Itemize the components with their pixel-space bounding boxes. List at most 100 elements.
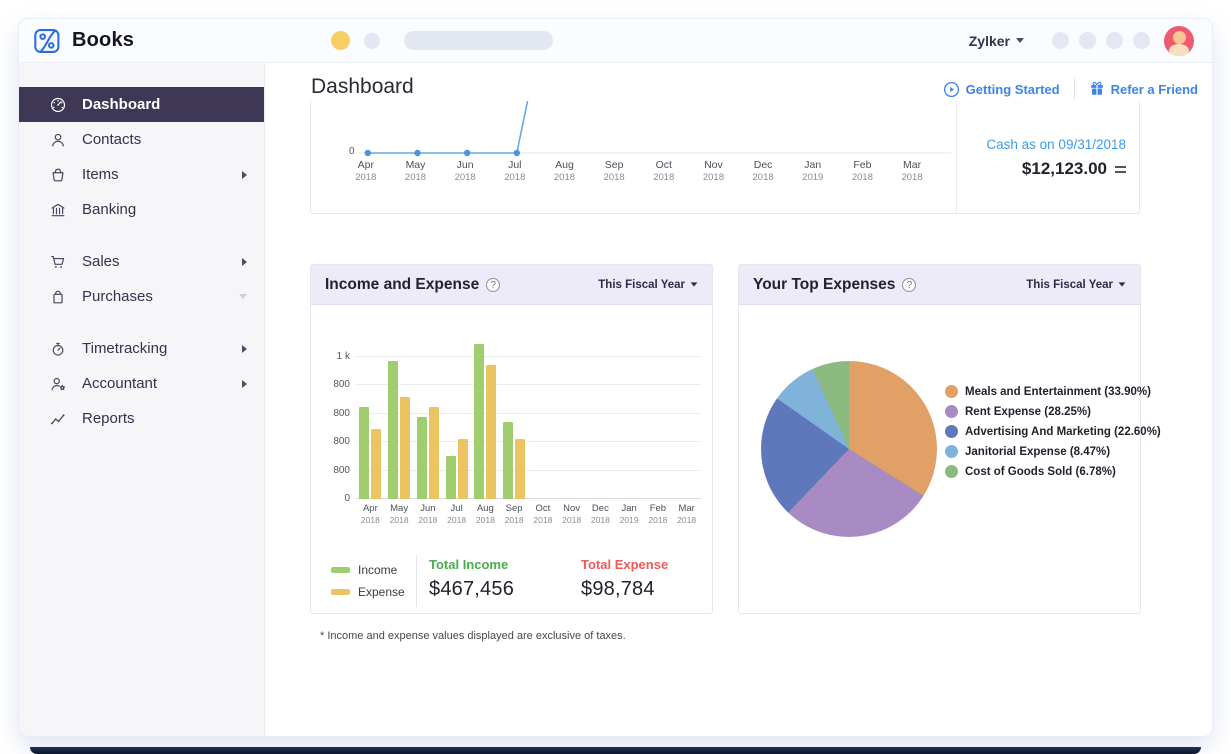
cashflow-x-axis: Apr 2018 May 2018 Jun 2018 Jul 2018 Aug 2018 Sep 20… bbox=[341, 159, 937, 183]
fiscal-year-selector[interactable]: This Fiscal Year bbox=[598, 279, 698, 291]
month-label: Nov 2018 bbox=[562, 503, 582, 525]
month-label: Feb 2018 bbox=[851, 159, 873, 183]
user-avatar[interactable] bbox=[1164, 25, 1194, 56]
sidebar-item-label: Accountant bbox=[82, 375, 158, 392]
bar-group bbox=[442, 342, 471, 499]
app-window: Books Zylker Dashboard Contacts Items Banki… bbox=[18, 18, 1213, 737]
line-data-point bbox=[513, 149, 521, 157]
accountant-person-icon bbox=[49, 375, 67, 393]
legend-swatch bbox=[331, 567, 350, 573]
bar-group bbox=[557, 342, 586, 499]
topbar-menu-icon-placeholder-4[interactable] bbox=[1133, 32, 1150, 49]
refer-a-friend-link[interactable]: Refer a Friend bbox=[1089, 81, 1198, 97]
sidebar-item-reports[interactable]: Reports bbox=[19, 401, 264, 436]
legend-label: Income bbox=[358, 563, 398, 577]
line-data-point bbox=[414, 149, 421, 157]
sidebar-item-dashboard[interactable]: Dashboard bbox=[19, 87, 264, 122]
sidebar-item-timetracking[interactable]: Timetracking bbox=[19, 331, 264, 366]
y-axis-tick: 1 k bbox=[336, 351, 350, 362]
sidebar-item-purchases[interactable]: Purchases bbox=[19, 279, 264, 314]
brand-title: Books bbox=[72, 29, 135, 51]
contacts-person-icon bbox=[49, 131, 67, 149]
month-label: Oct 2018 bbox=[653, 159, 675, 183]
pie-legend-dot bbox=[945, 405, 958, 418]
divider bbox=[1073, 78, 1075, 100]
help-icon[interactable] bbox=[486, 277, 501, 292]
expense-bar bbox=[457, 439, 468, 499]
income-bar bbox=[359, 407, 370, 499]
grid-line bbox=[356, 441, 701, 443]
main-content: Dashboard Getting Started bbox=[265, 63, 1212, 736]
details-menu-icon[interactable] bbox=[1115, 165, 1126, 173]
pie-legend-item: Cost of Goods Sold (6.78%) bbox=[945, 465, 1161, 478]
month-label: Jun 2018 bbox=[454, 159, 476, 183]
month-label: Jun 2018 bbox=[418, 503, 438, 525]
chevron-down-icon bbox=[690, 282, 698, 287]
sidebar-item-sales[interactable]: Sales bbox=[19, 244, 264, 279]
getting-started-link[interactable]: Getting Started bbox=[943, 81, 1060, 98]
income-bar bbox=[416, 417, 427, 499]
top-expenses-header: Your Top Expenses This Fiscal Year bbox=[739, 265, 1140, 305]
legend-swatch bbox=[331, 589, 350, 595]
sidebar-item-label: Items bbox=[82, 166, 119, 183]
bar-group bbox=[529, 342, 558, 499]
help-icon[interactable] bbox=[902, 277, 917, 292]
income-bar bbox=[388, 361, 399, 499]
tax-footnote: * Income and expense values displayed ar… bbox=[320, 630, 626, 642]
sidebar-item-items[interactable]: Items bbox=[19, 157, 264, 192]
pie-legend-item: Rent Expense (28.25%) bbox=[945, 405, 1161, 418]
income-expense-legend: Income Expense bbox=[331, 563, 405, 607]
topbar-menu-icon-placeholder-1[interactable] bbox=[1052, 32, 1069, 49]
pie-legend-dot bbox=[945, 385, 958, 398]
sidebar-item-label: Timetracking bbox=[82, 340, 168, 357]
sidebar-item-label: Banking bbox=[82, 201, 137, 218]
sidebar-item-label: Contacts bbox=[82, 131, 142, 148]
purchases-bag-icon bbox=[49, 288, 67, 306]
month-label: Mar 2018 bbox=[677, 503, 697, 525]
search-bar[interactable] bbox=[404, 31, 554, 50]
divider bbox=[416, 555, 417, 607]
legend-item: Income bbox=[331, 563, 405, 577]
income-bar bbox=[503, 422, 514, 499]
month-label: Mar 2018 bbox=[901, 159, 923, 183]
sidebar-item-contacts[interactable]: Contacts bbox=[19, 122, 264, 157]
fiscal-year-selector[interactable]: This Fiscal Year bbox=[1026, 279, 1126, 291]
expense-bar bbox=[371, 429, 382, 499]
dashboard-gauge-icon bbox=[49, 96, 67, 114]
y-axis-tick: 800 bbox=[333, 436, 350, 448]
topbar-icon-placeholder[interactable] bbox=[364, 32, 381, 49]
month-label: Jul 2018 bbox=[504, 159, 526, 183]
cash-summary-panel: Cash as on 09/31/2018 $12,123.00 bbox=[956, 101, 1140, 213]
pie-legend-label: Janitorial Expense (8.47%) bbox=[965, 445, 1111, 458]
timetracking-stopwatch-icon bbox=[49, 340, 67, 358]
topbar-menu-icon-placeholder-2[interactable] bbox=[1079, 32, 1096, 49]
grid-line bbox=[356, 498, 701, 499]
income-bar bbox=[474, 344, 485, 499]
top-expenses-title: Your Top Expenses bbox=[753, 275, 896, 293]
bar-group bbox=[586, 342, 615, 499]
chevron-down-icon bbox=[1118, 282, 1126, 287]
income-expense-title: Income and Expense bbox=[325, 275, 480, 293]
month-label: Dec 2018 bbox=[590, 503, 610, 525]
income-expense-card: Income and Expense This Fiscal Year 0 800… bbox=[310, 264, 713, 614]
income-expense-bar-chart: 0 800 800 800 800 1 k bbox=[333, 342, 701, 504]
income-expense-header: Income and Expense This Fiscal Year bbox=[311, 265, 712, 305]
legend-item: Expense bbox=[331, 585, 405, 599]
org-selector[interactable]: Zylker bbox=[968, 32, 1010, 49]
chevron-right-icon bbox=[242, 344, 247, 353]
income-expense-x-axis: Apr 2018 May 2018 Jun 2018 Jul 2018 Aug 2018 Sep 20… bbox=[356, 503, 701, 525]
brand: Books bbox=[33, 26, 134, 56]
bar-group bbox=[500, 342, 529, 499]
total-expense-block: Total Expense $98,784 bbox=[581, 557, 669, 600]
grid-line bbox=[356, 384, 701, 386]
pie-legend-dot bbox=[945, 425, 958, 438]
sidebar-item-accountant[interactable]: Accountant bbox=[19, 366, 264, 401]
sidebar-item-banking[interactable]: Banking bbox=[19, 192, 264, 227]
sidebar: Dashboard Contacts Items Banking Sales Purcha… bbox=[19, 63, 265, 736]
expense-bar bbox=[515, 439, 526, 499]
notification-dot[interactable] bbox=[331, 31, 351, 50]
pie-legend-label: Rent Expense (28.25%) bbox=[965, 405, 1091, 418]
topbar-menu-icon-placeholder-3[interactable] bbox=[1106, 32, 1123, 49]
cash-as-on-link[interactable]: Cash as on 09/31/2018 bbox=[986, 137, 1126, 152]
pie-legend-item: Meals and Entertainment (33.90%) bbox=[945, 385, 1161, 398]
